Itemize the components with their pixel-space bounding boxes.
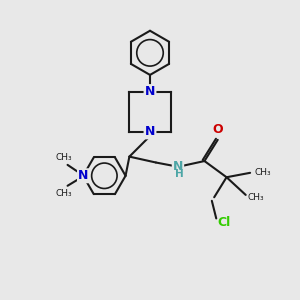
Text: N: N <box>145 85 155 98</box>
Text: CH₃: CH₃ <box>247 193 264 202</box>
Text: N: N <box>78 169 88 182</box>
Text: Cl: Cl <box>218 216 231 230</box>
Text: CH₃: CH₃ <box>254 168 271 177</box>
Text: N: N <box>173 160 183 173</box>
Text: H: H <box>175 169 184 179</box>
Text: CH₃: CH₃ <box>56 189 72 198</box>
Text: O: O <box>212 123 223 136</box>
Text: N: N <box>145 125 155 138</box>
Text: CH₃: CH₃ <box>56 153 72 162</box>
